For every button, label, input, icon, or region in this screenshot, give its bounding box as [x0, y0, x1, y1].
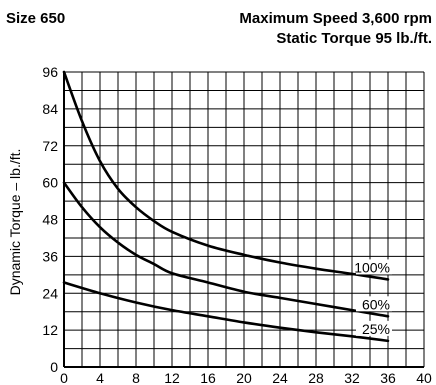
static-torque-label: Static Torque 95 lb./ft.: [276, 30, 432, 47]
y-tick-label: 24: [42, 285, 58, 301]
x-tick-label: 20: [236, 370, 252, 385]
chart-grid: [63, 71, 425, 368]
x-tick-label: 4: [96, 370, 104, 385]
x-tick-label: 40: [416, 370, 432, 385]
curve-100pct: [62, 70, 390, 281]
x-tick-label: 8: [132, 370, 140, 385]
y-tick-label: 72: [42, 138, 58, 154]
y-tick-label: 12: [42, 322, 58, 338]
y-tick-label: 36: [42, 248, 58, 264]
x-tick-label: 12: [164, 370, 180, 385]
curve-label: 60%: [362, 296, 390, 312]
curve-60pct: [62, 181, 390, 318]
curve-label: 25%: [362, 321, 390, 337]
curve-labels: 100% 60% 25%: [354, 259, 392, 337]
y-tick-label: 60: [42, 175, 58, 191]
x-tick-label: 36: [380, 370, 396, 385]
curve-label-bg: [356, 296, 392, 312]
x-tick-label: 16: [200, 370, 216, 385]
curve-label-bg: [356, 320, 392, 336]
curves: [62, 70, 390, 343]
y-axis-label: Dynamic Torque – lb./ft.: [7, 149, 23, 296]
x-tick-label: 0: [60, 370, 68, 385]
size-label: Size 650: [6, 10, 66, 27]
curve-25pct: [62, 281, 390, 343]
x-tick-label: 32: [344, 370, 360, 385]
curve-label: 100%: [354, 259, 390, 275]
curve-label-bg: [356, 259, 392, 275]
y-tick-label: 84: [42, 101, 58, 117]
x-tick-label: 28: [308, 370, 324, 385]
max-speed-label: Maximum Speed 3,600 rpm: [239, 10, 432, 27]
y-tick-label: 0: [50, 359, 58, 375]
x-tick-label: 24: [272, 370, 288, 385]
y-tick-label: 48: [42, 212, 58, 228]
y-tick-label: 96: [42, 64, 58, 80]
